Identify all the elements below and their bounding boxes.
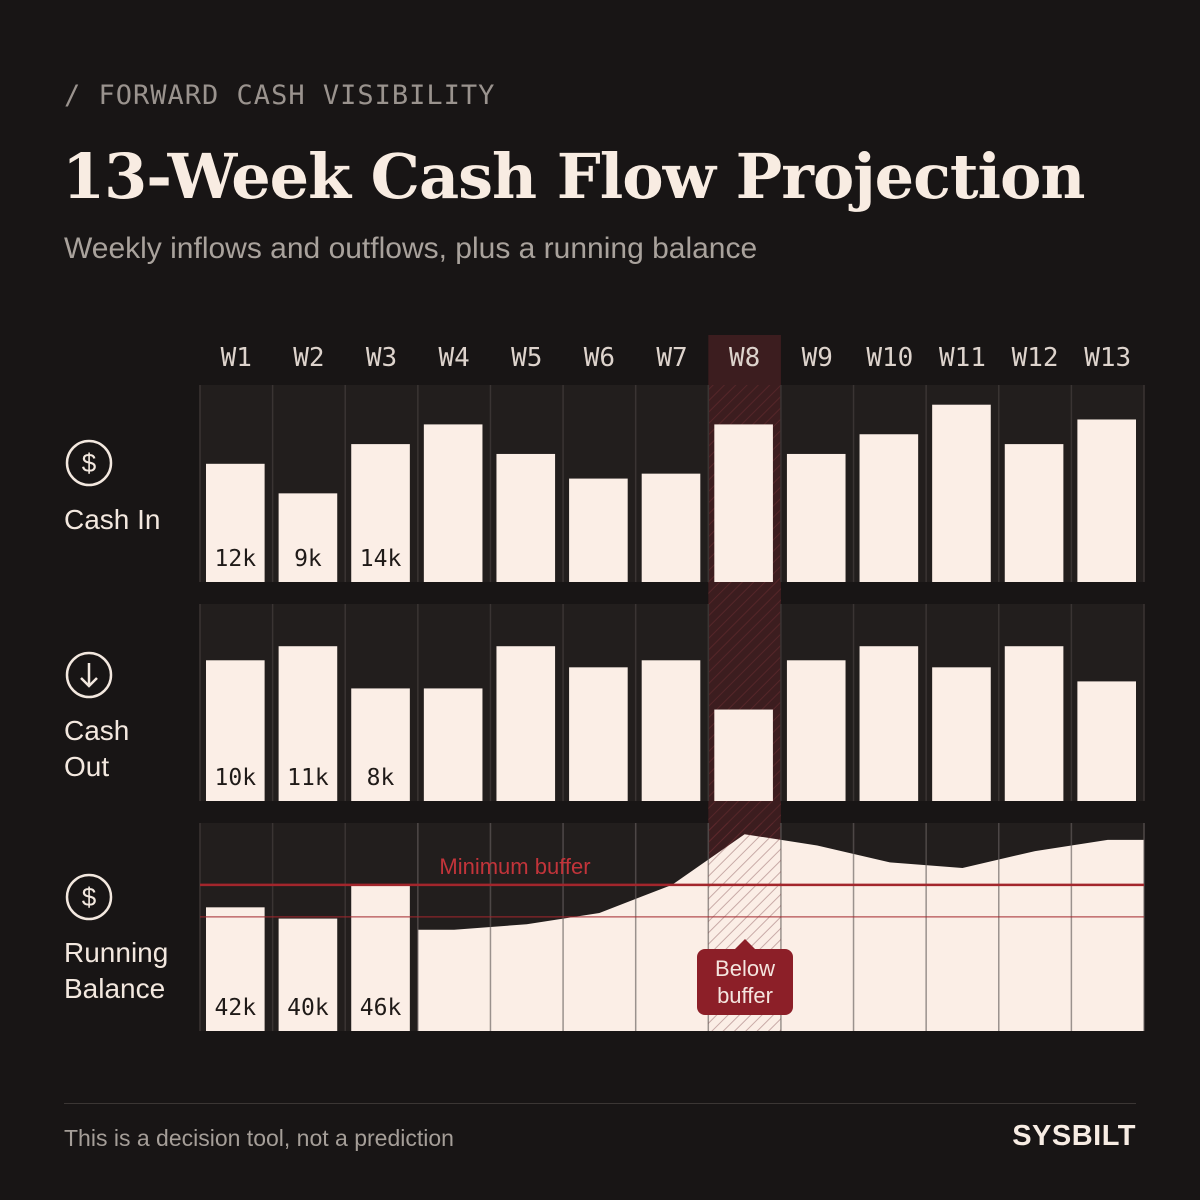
minimum-buffer-label: Minimum buffer [439,854,590,879]
footer-note: This is a decision tool, not a predictio… [64,1125,454,1151]
bar-cash-in [641,473,701,582]
bar-cash-out [932,667,991,801]
bar-value-label: 14k [360,546,402,572]
bar-cash-in [932,404,991,582]
bar-cash-out [714,709,773,801]
bar-cash-out [496,646,556,801]
bar-cash-in [859,434,919,582]
week-label-w6: W6 [584,343,615,373]
bar-cash-in [1004,444,1064,582]
bar-running-balance [206,907,265,1031]
brand-logo: SYSBILT [1012,1120,1136,1152]
bar-cash-out [859,646,919,801]
week-label-w13: W13 [1084,343,1131,373]
bar-cash-out [1077,681,1136,801]
eyebrow: / FORWARD CASH VISIBILITY [64,80,496,111]
bar-value-label: 12k [215,546,257,572]
bar-value-label: 8k [367,765,395,791]
bar-cash-out [569,667,628,801]
bar-running-balance [351,884,410,1031]
bar-cash-in [714,424,773,582]
svg-text:$: $ [82,882,97,912]
bar-cash-out [206,660,265,801]
bar-cash-in [423,424,483,582]
bar-running-balance [278,918,338,1031]
week-label-w10: W10 [866,343,913,373]
row-label-cash-in: Cash In [64,504,161,535]
bar-cash-out [278,646,338,801]
dollar-circle-icon: $ [65,873,113,921]
bar-cash-out [786,660,846,801]
bar-cash-out [423,688,483,801]
callout-line: buffer [717,983,773,1008]
page-title: 13-Week Cash Flow Projection [62,140,1085,213]
bar-cash-out [641,660,701,801]
bar-cash-in [278,493,338,582]
bar-cash-in [569,478,628,582]
footer-divider [64,1103,1136,1104]
row-label-line: Running [64,937,169,968]
week-label-w3: W3 [366,343,397,373]
week-label-w5: W5 [511,343,542,373]
bar-cash-out [1004,646,1064,801]
bar-value-label: 9k [294,546,322,572]
week-label-w8: W8 [729,343,760,373]
dollar-circle-icon: $ [65,439,113,487]
bar-value-label: 11k [287,765,329,791]
bar-value-label: 10k [215,765,257,791]
bar-cash-in [1077,419,1136,582]
bar-cash-in [351,444,410,582]
bar-value-label: 40k [287,995,329,1021]
row-label-running-balance: Running Balance [64,935,168,1007]
week-label-w2: W2 [293,343,324,373]
row-label-line: Out [64,751,110,782]
bar-cash-in [786,453,846,582]
arrow-down-circle-icon [65,651,113,699]
row-label-cash-out: Cash Out [64,713,129,785]
bar-value-label: 42k [215,995,257,1021]
bar-value-label: 46k [360,995,402,1021]
week-label-w1: W1 [221,343,252,373]
page-subtitle: Weekly inflows and outflows, plus a runn… [64,232,758,265]
week-label-w12: W12 [1012,343,1059,373]
below-buffer-callout: Below buffer [697,939,793,1015]
week-label-w9: W9 [802,343,833,373]
svg-text:$: $ [82,448,97,478]
callout-line: Below [715,956,775,981]
week-label-w4: W4 [438,343,469,373]
cash-flow-chart: W1 W2 W3 W4 W5 W6 W7 W8 W9 W10 W11 W12 W13 12k 9k 14k 10… [199,335,1145,1031]
week-label-w7: W7 [656,343,687,373]
bar-cash-out [351,688,410,801]
week-label-w11: W11 [939,343,986,373]
row-label-line: Balance [64,973,166,1004]
bar-cash-in [206,463,265,582]
bar-cash-in [496,453,556,582]
row-label-line: Cash [64,715,130,746]
